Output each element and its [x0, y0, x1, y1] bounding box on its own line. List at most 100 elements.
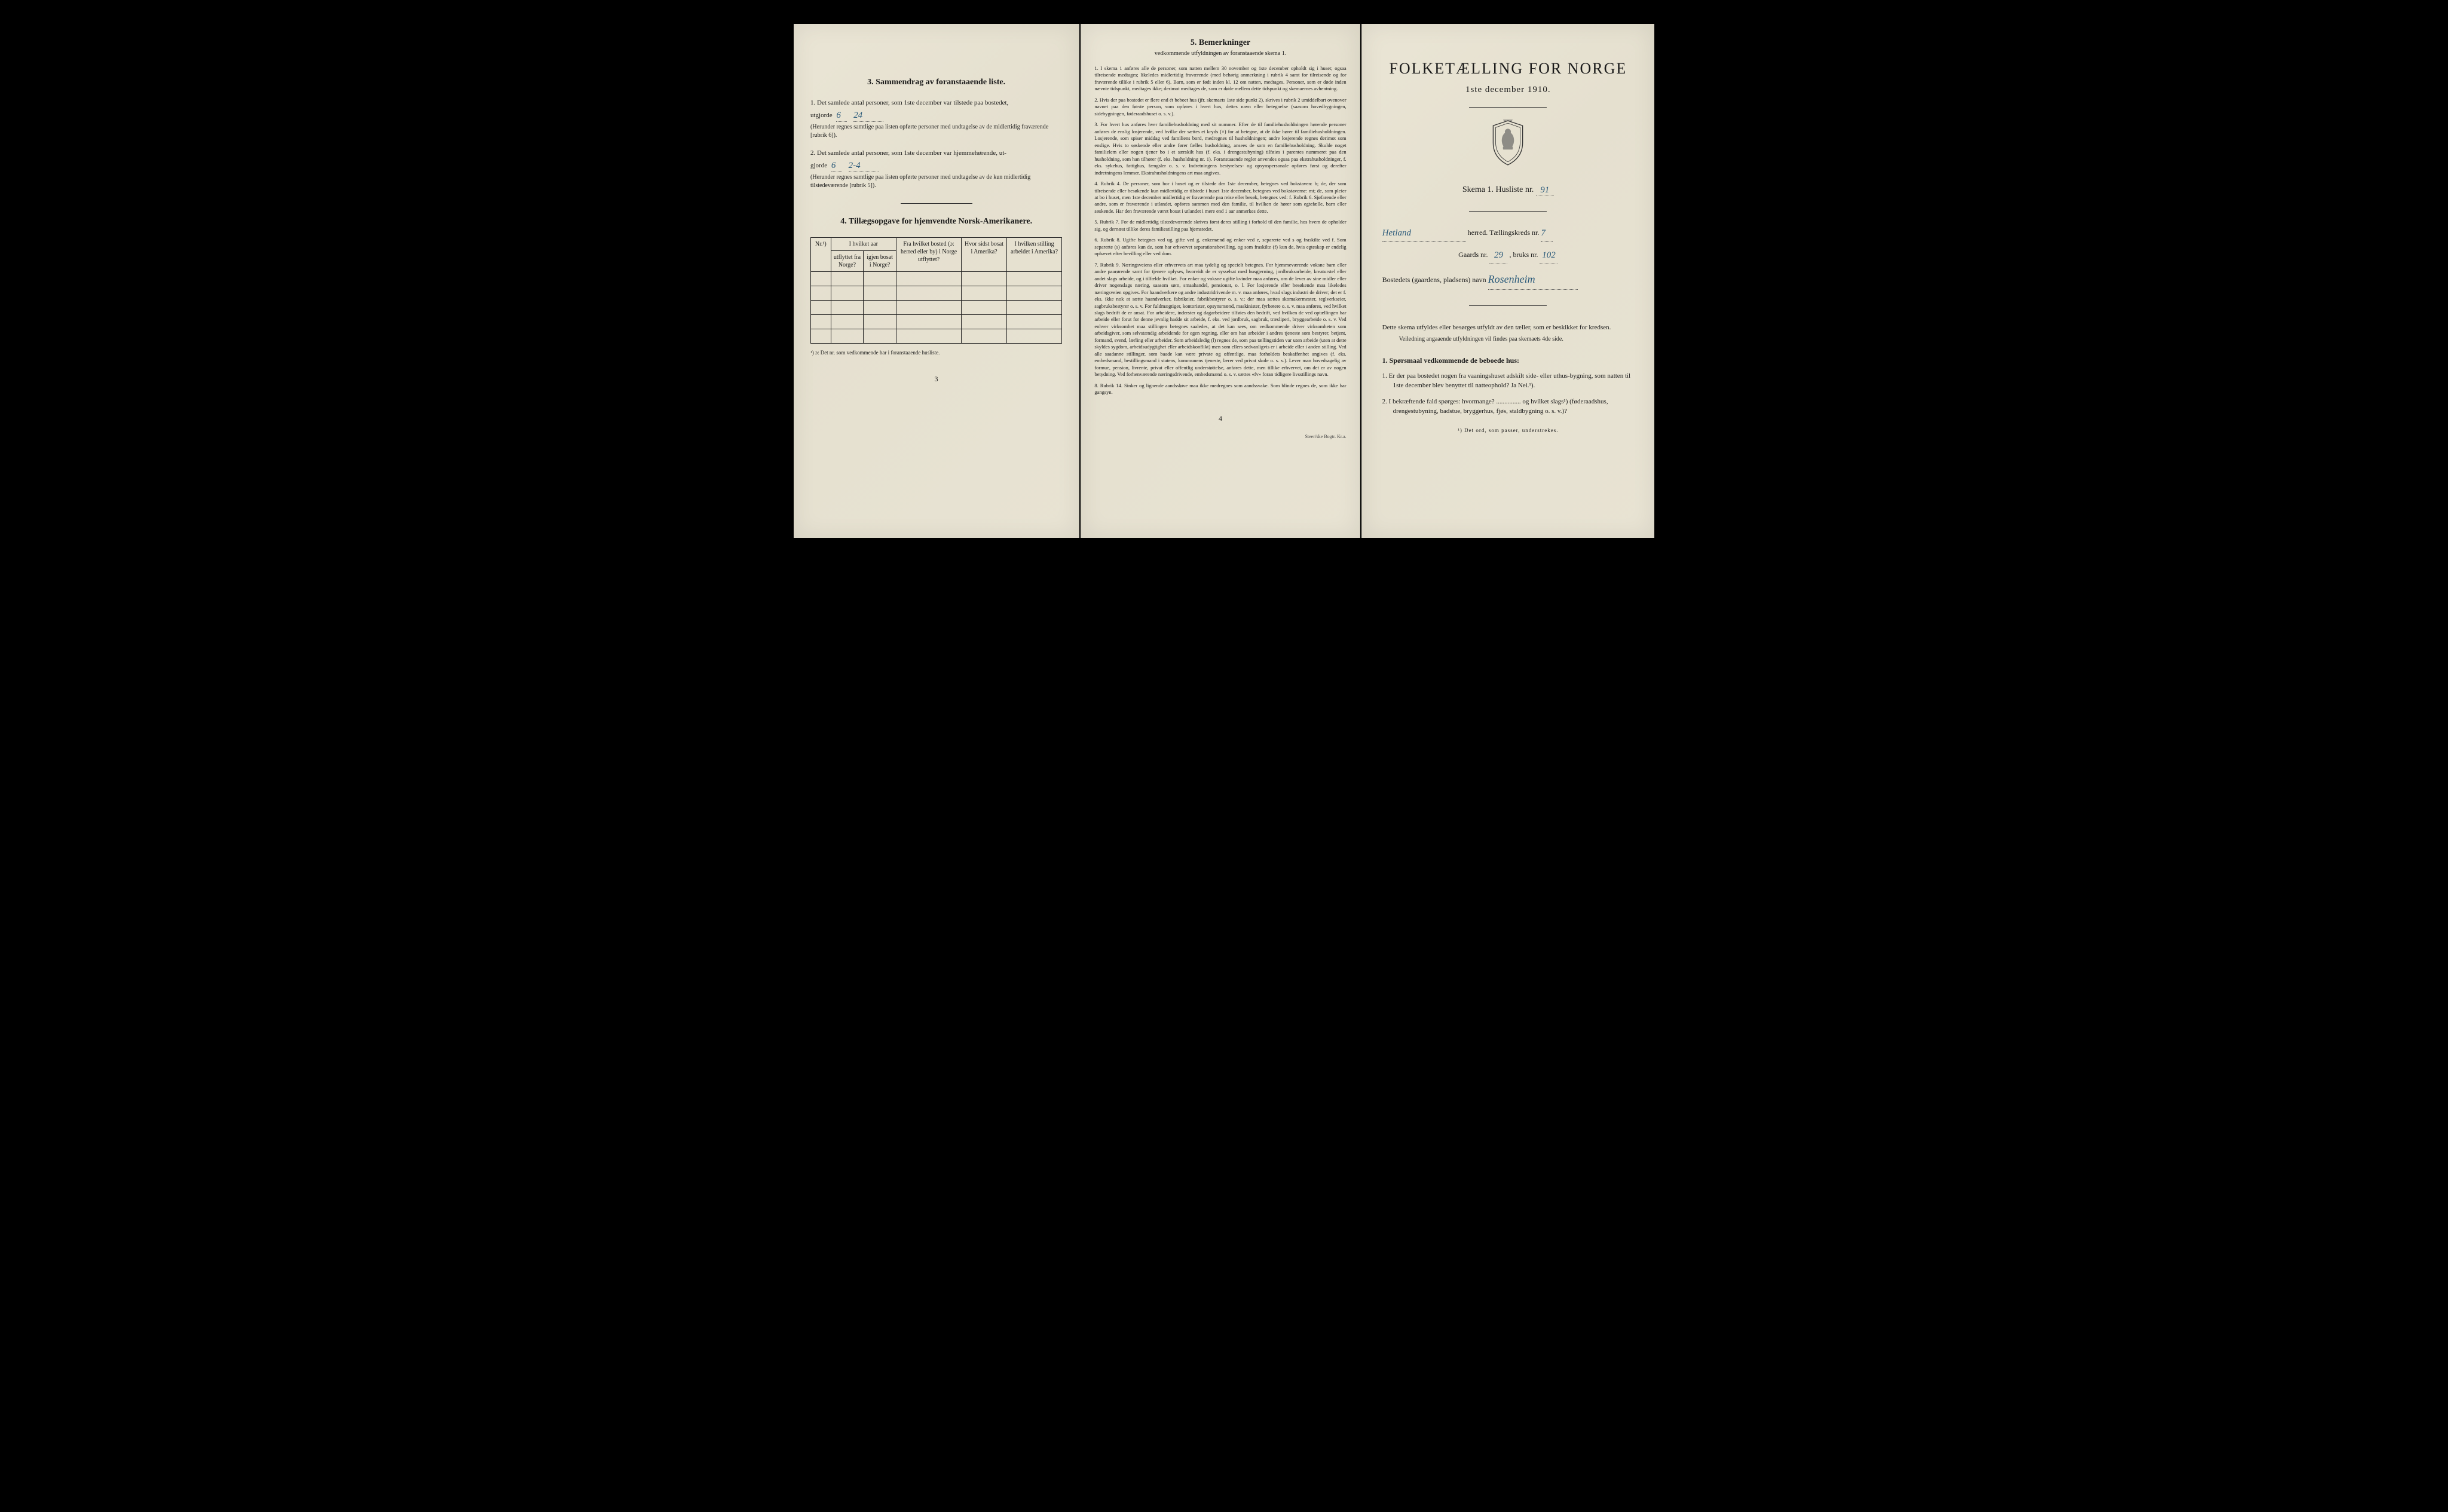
- question-2: 2. I bekræftende fald spørges: hvormange…: [1382, 397, 1634, 417]
- table-footnote: ¹) ɔ: Det nr. som vedkommende har i fora…: [810, 350, 1062, 357]
- instr-a: Dette skema utfyldes eller besørges utfy…: [1382, 324, 1611, 331]
- table-cell: [811, 315, 831, 329]
- section-4-title: 4. Tillægsopgave for hjemvendte Norsk-Am…: [810, 217, 1062, 227]
- table-cell: [864, 329, 896, 344]
- col-nr: Nr.¹): [811, 238, 831, 272]
- remark-item: 5. Rubrik 7. For de midlertidig tilstede…: [1094, 219, 1346, 232]
- table-cell: [1006, 301, 1061, 315]
- table-cell: [811, 286, 831, 301]
- emigrant-table: Nr.¹) I hvilket aar Fra hvilket bosted (…: [810, 237, 1062, 344]
- table-cell: [962, 329, 1007, 344]
- table-row: [811, 272, 1062, 286]
- table-cell: [864, 286, 896, 301]
- schema-divider: [1469, 211, 1547, 212]
- bosted-value: Rosenheim: [1488, 273, 1535, 285]
- item2-value1: 6: [831, 161, 836, 170]
- questions-section: 1. Spørsmaal vedkommende de beboede hus:…: [1382, 356, 1634, 417]
- page-left: 3. Sammendrag av foranstaaende liste. 1.…: [794, 24, 1079, 538]
- table-cell: [864, 272, 896, 286]
- table-row: [811, 286, 1062, 301]
- item2-note: (Herunder regnes samtlige paa listen opf…: [810, 173, 1062, 190]
- remarks-subtitle: vedkommende utfyldningen av foranstaaend…: [1094, 50, 1346, 57]
- item2-line-b: gjorde: [810, 162, 827, 169]
- col-utflyttet: utflyttet fra Norge?: [831, 251, 864, 272]
- question-1: 1. Er der paa bostedet nogen fra vaaning…: [1382, 371, 1634, 391]
- table-cell: [831, 272, 864, 286]
- table-cell: [962, 272, 1007, 286]
- col-bosted: Fra hvilket bosted (ɔ: herred eller by) …: [896, 238, 961, 272]
- table-cell: [896, 286, 961, 301]
- table-row: [811, 329, 1062, 344]
- table-cell: [864, 315, 896, 329]
- bosted-row: Bostedets (gaardens, pladsens) navn Rose…: [1382, 268, 1634, 290]
- remarks-title: 5. Bemerkninger: [1094, 38, 1346, 48]
- coat-of-arms: [1382, 120, 1634, 169]
- footnote-understrekes: ¹) Det ord, som passer, understrekes.: [1382, 427, 1634, 433]
- table-cell: [864, 301, 896, 315]
- table-cell: [962, 315, 1007, 329]
- page-number-4: 4: [1094, 414, 1346, 423]
- remark-item: 8. Rubrik 14. Sinker og lignende aandssl…: [1094, 382, 1346, 396]
- table-cell: [831, 315, 864, 329]
- col-year-group: I hvilket aar: [831, 238, 896, 251]
- col-hvor: Hvor sidst bosat i Amerika?: [962, 238, 1007, 272]
- instr-b: Veiledning angaaende utfyldningen vil fi…: [1399, 335, 1634, 344]
- table-cell: [896, 272, 961, 286]
- remarks-list: 1. I skema 1 anføres alle de personer, s…: [1094, 65, 1346, 396]
- schema-line: Skema 1. Husliste nr. 91: [1382, 185, 1634, 195]
- remark-item: 4. Rubrik 4. De personer, som bor i huse…: [1094, 180, 1346, 215]
- table-cell: [896, 301, 961, 315]
- item1-note: (Herunder regnes samtlige paa listen opf…: [810, 123, 1062, 140]
- table-cell: [831, 301, 864, 315]
- summary-item-2: 2. Det samlede antal personer, som 1ste …: [810, 148, 1062, 190]
- schema-label: Skema 1. Husliste nr.: [1462, 185, 1534, 194]
- table-cell: [896, 315, 961, 329]
- bruks-value: 102: [1542, 250, 1556, 260]
- summary-item-1: 1. Det samlede antal personer, som 1ste …: [810, 98, 1062, 140]
- page-number-3: 3: [810, 375, 1062, 384]
- item2-line-a: 2. Det samlede antal personer, som 1ste …: [810, 149, 1006, 157]
- col-igjen: igjen bosat i Norge?: [864, 251, 896, 272]
- table-cell: [1006, 315, 1061, 329]
- table-cell: [811, 329, 831, 344]
- table-cell: [1006, 272, 1061, 286]
- census-document: 3. Sammendrag av foranstaaende liste. 1.…: [794, 24, 1654, 538]
- table-cell: [1006, 286, 1061, 301]
- remark-item: 6. Rubrik 8. Ugifte betegnes ved ug, gif…: [1094, 237, 1346, 257]
- printer-credit: Steen'ske Bogtr. Kr.a.: [1094, 434, 1346, 439]
- item1-value2: 24: [853, 111, 862, 120]
- table-cell: [831, 286, 864, 301]
- gaard-row: Gaards nr. 29 , bruks nr. 102: [1382, 246, 1634, 264]
- item1-value1: 6: [836, 111, 841, 120]
- page-right: FOLKETÆLLING FOR NORGE 1ste december 191…: [1361, 24, 1654, 538]
- item1-line-a: 1. Det samlede antal personer, som 1ste …: [810, 99, 1008, 106]
- remark-item: 1. I skema 1 anføres alle de personer, s…: [1094, 65, 1346, 93]
- divider: [901, 203, 972, 204]
- remark-item: 7. Rubrik 9. Næringsveiens eller erhverv…: [1094, 262, 1346, 378]
- table-cell: [962, 286, 1007, 301]
- table-cell: [896, 329, 961, 344]
- item2-value2: 2-4: [849, 161, 861, 170]
- instructions: Dette skema utfyldes eller besørges utfy…: [1382, 323, 1634, 344]
- table-row: [811, 315, 1062, 329]
- herred-row: Hetland herred. Tællingskreds nr. 7: [1382, 224, 1634, 242]
- date-line: 1ste december 1910.: [1382, 85, 1634, 95]
- table-cell: [1006, 329, 1061, 344]
- remark-item: 2. Hvis der paa bostedet er flere end ét…: [1094, 97, 1346, 117]
- item1-line-b: utgjorde: [810, 112, 833, 119]
- bruks-label: , bruks nr.: [1509, 250, 1538, 259]
- q-heading: 1. Spørsmaal vedkommende de beboede hus:: [1382, 356, 1634, 365]
- table-cell: [962, 301, 1007, 315]
- table-cell: [811, 272, 831, 286]
- gaard-label: Gaards nr.: [1458, 250, 1488, 259]
- bosted-label: Bostedets (gaardens, pladsens) navn: [1382, 276, 1486, 284]
- page-middle: 5. Bemerkninger vedkommende utfyldningen…: [1081, 24, 1360, 538]
- schema-value: 91: [1540, 185, 1549, 195]
- section-3-title: 3. Sammendrag av foranstaaende liste.: [810, 78, 1062, 87]
- gaard-value: 29: [1494, 250, 1503, 260]
- table-cell: [811, 301, 831, 315]
- herred-value: Hetland: [1382, 228, 1411, 238]
- remark-item: 3. For hvert hus anføres hver familiehus…: [1094, 121, 1346, 176]
- table-row: [811, 301, 1062, 315]
- col-stilling: I hvilken stilling arbeidet i Amerika?: [1006, 238, 1061, 272]
